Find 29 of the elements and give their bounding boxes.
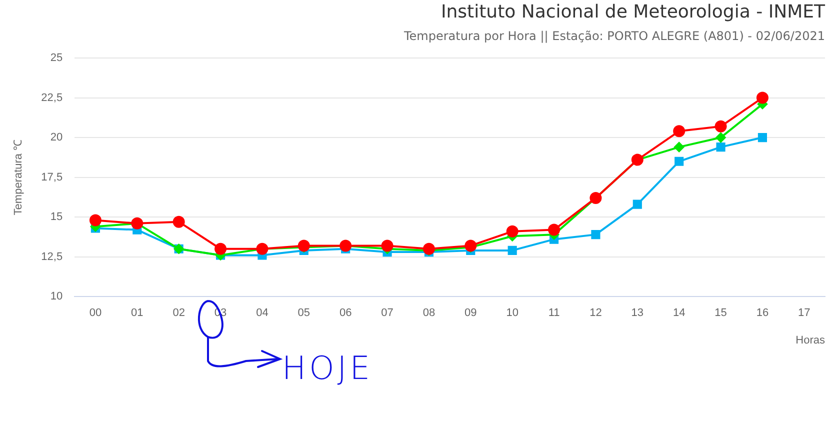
x-tick-label: 10: [506, 307, 518, 320]
x-tick-label: 04: [256, 307, 268, 320]
x-tick-label: 17: [798, 307, 810, 320]
y-tick-label: 22,5: [41, 92, 63, 104]
y-tick-label: 12,5: [41, 250, 63, 263]
x-tick-label: 09: [464, 307, 477, 320]
x-tick-label: 06: [339, 307, 352, 320]
y-tick-label: 17,5: [41, 171, 63, 184]
x-tick-label: 11: [548, 307, 560, 320]
x-tick-label: 05: [298, 307, 310, 320]
x-tick-label: 15: [714, 307, 727, 320]
x-tick-label: 13: [631, 307, 644, 320]
x-tick-label: 16: [756, 307, 769, 320]
text: HOJE: [282, 348, 373, 387]
x-tick-label: 07: [381, 307, 394, 320]
y-axis-title: Temperatura ℃: [12, 139, 25, 216]
chart-subtitle: Temperatura por Hora || Estação: PORTO ALEGRE (A801) - 02/06/2021: [402, 28, 825, 43]
x-tick-label: 12: [590, 307, 602, 320]
x-tick-label: 14: [672, 307, 686, 320]
x-tick-label: 02: [172, 307, 185, 320]
x-tick-label: 01: [131, 307, 144, 320]
chart-title: Instituto Nacional de Meteorologia - INMET: [440, 1, 826, 22]
x-tick-label: 00: [89, 307, 102, 320]
y-tick-label: 20: [50, 132, 63, 144]
y-tick-label: 10: [50, 290, 63, 303]
y-tick-label: 25: [50, 52, 63, 64]
x-tick-label: 08: [422, 307, 436, 320]
y-tick-label: 15: [50, 211, 63, 224]
x-axis-title: Horas: [796, 334, 826, 346]
